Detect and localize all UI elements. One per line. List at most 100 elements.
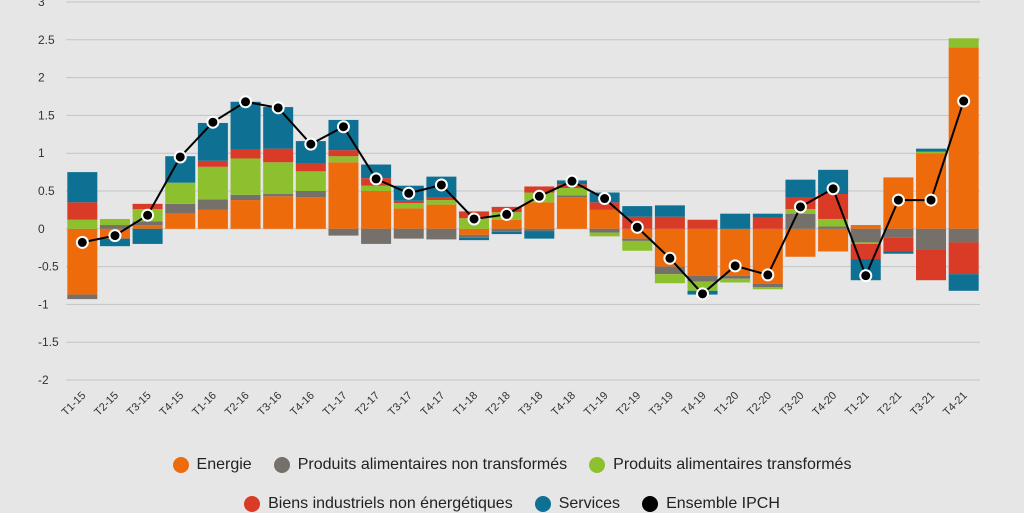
x-tick-label: T4-16 (288, 390, 317, 419)
x-tick-label: T3-17 (386, 390, 415, 419)
total-point (793, 200, 807, 214)
bar-segment (524, 228, 555, 232)
legend-label: Services (558, 495, 621, 512)
total-point (598, 192, 612, 206)
total-point (891, 193, 905, 207)
bar-segment (132, 228, 163, 244)
bar-segment (426, 197, 457, 201)
total-point (173, 150, 187, 164)
total-point (761, 268, 775, 282)
bar-segment (556, 187, 587, 196)
bar-segment (459, 234, 490, 238)
x-tick-label: T3-20 (778, 390, 807, 419)
legend-item-ensemble-ipch: Ensemble IPCH (642, 495, 780, 513)
bar-segment (916, 228, 947, 250)
bar-segment (295, 191, 326, 198)
x-tick-label: T1-19 (582, 390, 611, 419)
bar-segment (132, 203, 163, 210)
bar-segment (850, 225, 881, 229)
total-point (304, 137, 318, 151)
y-tick-label: 3 (38, 0, 45, 9)
bar-segment (589, 232, 620, 237)
y-tick-label: -0.5 (38, 260, 59, 274)
x-tick-label: T1-20 (712, 390, 741, 419)
bar-segment (654, 205, 685, 217)
bar-segment (916, 148, 947, 152)
bar-segment (197, 122, 228, 161)
legend-label: Produits alimentaires transformés (613, 456, 852, 473)
bar-segment (263, 194, 294, 197)
bar-segment (916, 249, 947, 281)
bar-segment (295, 171, 326, 191)
bar-segment (459, 228, 490, 235)
bar-segment (328, 150, 359, 157)
bar-segment (687, 228, 718, 276)
total-point (434, 178, 448, 192)
bar-segment (622, 238, 653, 241)
total-point (369, 172, 383, 186)
legend-row-1: Energie Produits alimentaires non transf… (0, 456, 1024, 474)
legend-swatch (273, 457, 290, 473)
legend-item-energie: Energie (172, 456, 252, 474)
bar-segment (426, 200, 457, 205)
bar-segment (687, 219, 718, 229)
bar-segment (230, 158, 261, 195)
bar-segment (230, 194, 261, 201)
bar-segment (491, 219, 522, 229)
bar-segment (524, 202, 555, 229)
bar-segment (524, 231, 555, 239)
bar-segment (589, 228, 620, 233)
bar-segment (948, 228, 979, 243)
bar-segment (263, 196, 294, 229)
bar-segment (687, 275, 718, 282)
bar-segment (67, 202, 98, 220)
y-tick-label: 2.5 (38, 33, 55, 47)
bar-segment (99, 238, 130, 247)
bar-segment (785, 179, 816, 198)
bar-segment (361, 228, 392, 244)
bar-segment (589, 202, 620, 210)
total-point (728, 259, 742, 273)
bar-segment (818, 228, 849, 252)
bar-segment (328, 228, 359, 236)
total-point (859, 269, 873, 283)
bar-segment (393, 228, 424, 239)
total-point (141, 208, 155, 222)
bar-segment (230, 101, 261, 150)
bar-segment (361, 185, 392, 191)
x-tick-label: T3-18 (517, 390, 546, 419)
legend-row-2: Biens industriels non énergétiques Servi… (0, 495, 1024, 513)
x-tick-label: T1-21 (843, 390, 872, 419)
bar-segment (589, 209, 620, 229)
bar-segment (720, 275, 751, 279)
bar-segment (165, 182, 196, 204)
total-point (108, 229, 122, 243)
x-tick-label: T2-20 (745, 390, 774, 419)
bar-segment (165, 213, 196, 229)
bar-segment (687, 281, 718, 291)
bar-segment (850, 242, 881, 244)
legend-label: Ensemble IPCH (666, 495, 780, 512)
legend-swatch (244, 496, 261, 512)
bar-segment (67, 294, 98, 300)
legend-item-produits-non-transformes: Produits alimentaires non transformés (273, 456, 567, 474)
bar-segment (622, 206, 653, 217)
y-tick-label: 1 (38, 146, 45, 160)
total-point (467, 212, 481, 226)
bar-segment (883, 228, 914, 238)
bar-segment (556, 197, 587, 229)
bar-segment (818, 218, 849, 227)
bar-segment (883, 237, 914, 252)
bar-segment (393, 203, 424, 209)
total-point (75, 235, 89, 249)
legend-item-biens-industriels: Biens industriels non énergétiques (244, 495, 513, 513)
bar-segment (948, 242, 979, 275)
total-point (630, 220, 644, 234)
bar-segment (883, 251, 914, 254)
bar-segment (948, 274, 979, 291)
legend-swatch (589, 457, 606, 473)
bar-segment (752, 217, 783, 229)
bar-segment (948, 47, 979, 229)
x-tick-label: T4-15 (158, 390, 187, 419)
bar-segment (197, 166, 228, 200)
